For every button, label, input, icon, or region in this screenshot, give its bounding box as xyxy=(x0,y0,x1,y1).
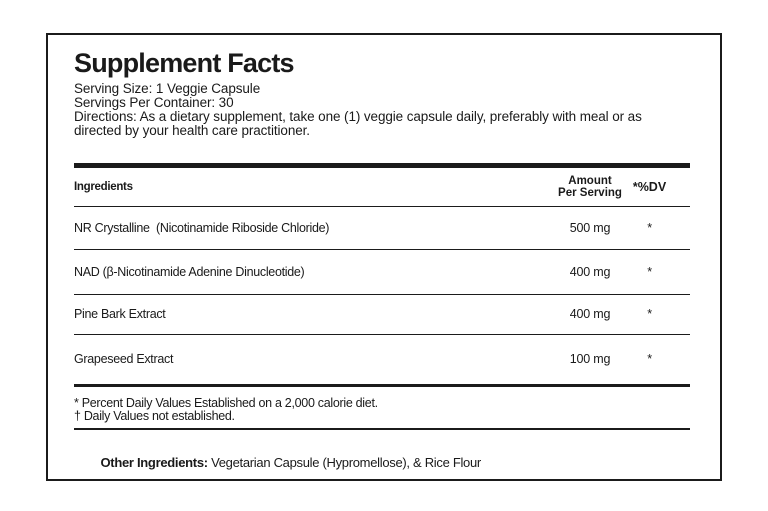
other-ingredients-text: Vegetarian Capsule (Hypromellose), & Ric… xyxy=(207,454,481,470)
column-header-daily-value: *%DV xyxy=(632,180,667,194)
ingredient-dv: * xyxy=(647,307,652,322)
footnotes-block: * Percent Daily Values Established on a … xyxy=(74,387,690,430)
ingredient-name: NAD (β-Nicotinamide Adenine Dinucleotide… xyxy=(74,264,305,279)
column-header-ingredients: Ingredients xyxy=(74,181,133,193)
table-header-row: Ingredients Amount Per Serving *%DV xyxy=(74,168,690,207)
panel-content: Supplement Facts Serving Size: 1 Veggie … xyxy=(48,35,720,485)
table-row: Pine Bark Extract 400 mg * xyxy=(74,295,690,335)
ingredient-dv: * xyxy=(647,352,652,366)
ingredient-dv: * xyxy=(647,220,652,235)
servings-per-container-line: Servings Per Container: 30 xyxy=(74,95,234,110)
footnote-daily-values: * Percent Daily Values Established on a … xyxy=(74,395,378,410)
serving-size-line: Serving Size: 1 Veggie Capsule xyxy=(74,81,261,96)
ingredient-amount: 100 mg xyxy=(569,352,611,366)
column-header-amount-per-serving: Amount Per Serving xyxy=(553,175,627,199)
ingredient-name: Grapeseed Extract xyxy=(74,352,174,366)
table-row: NAD (β-Nicotinamide Adenine Dinucleotide… xyxy=(74,250,690,295)
table-row: Grapeseed Extract 100 mg * xyxy=(74,335,690,387)
other-ingredients-line: Other Ingredients: Vegetarian Capsule (H… xyxy=(74,430,690,485)
directions-text: Directions: As a dietary supplement, tak… xyxy=(74,109,642,138)
amount-header-line1: Amount xyxy=(568,175,612,187)
table-row: NR Crystalline (Nicotinamide Riboside Ch… xyxy=(74,207,690,250)
ingredient-amount: 400 mg xyxy=(569,307,611,322)
amount-header-line2: Per Serving xyxy=(558,187,622,199)
ingredient-amount: 400 mg xyxy=(569,264,611,279)
footnote-not-established: † Daily Values not established. xyxy=(74,408,235,423)
other-ingredients-label: Other Ingredients: xyxy=(100,454,209,470)
supplement-facts-panel: Supplement Facts Serving Size: 1 Veggie … xyxy=(46,33,722,481)
ingredients-table: Ingredients Amount Per Serving *%DV NR C… xyxy=(74,163,690,387)
ingredient-name: NR Crystalline (Nicotinamide Riboside Ch… xyxy=(74,220,330,235)
table-top-rule xyxy=(74,163,690,168)
ingredient-amount: 500 mg xyxy=(569,220,611,235)
ingredient-dv: * xyxy=(647,264,652,279)
panel-title: Supplement Facts xyxy=(74,48,295,78)
ingredient-name: Pine Bark Extract xyxy=(74,307,166,322)
